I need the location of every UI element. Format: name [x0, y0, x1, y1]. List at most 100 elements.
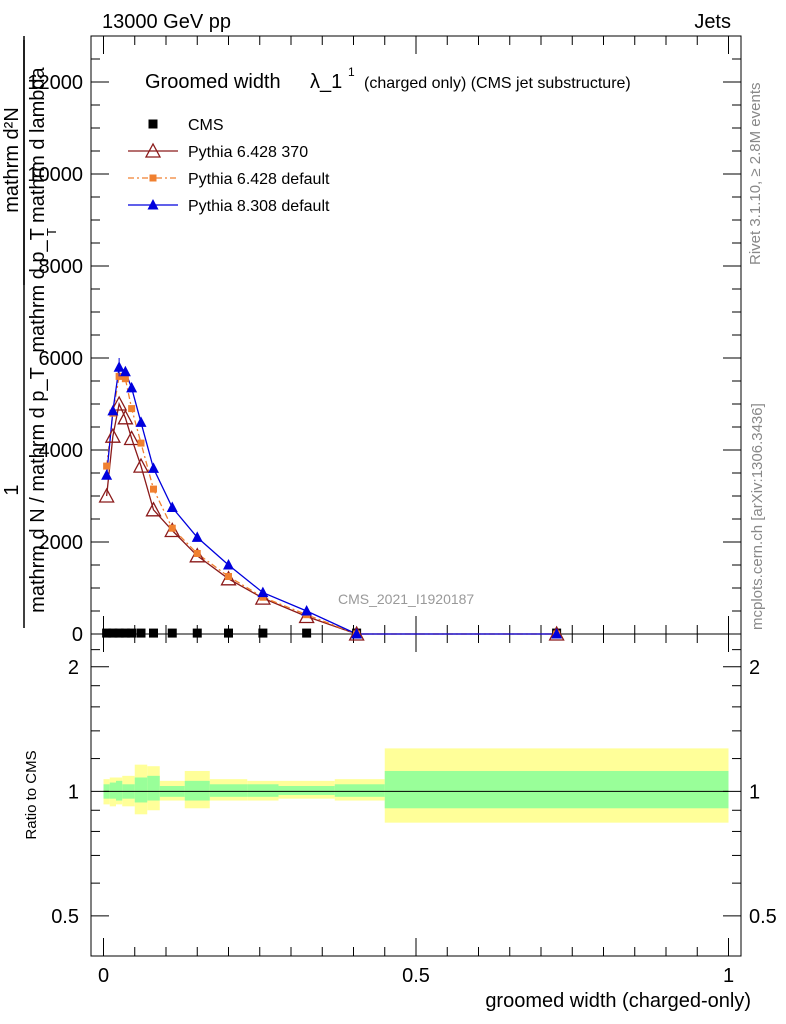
- x-tick-label: 0: [98, 965, 109, 987]
- legend-marker: [149, 174, 157, 182]
- series-point-3: [107, 404, 119, 416]
- title-note: (charged only) (CMS jet substructure): [364, 75, 631, 92]
- plot-title: Groomed width λ_1 1 (charged only) (CMS …: [145, 65, 631, 93]
- ylabel-outer-num: 1: [1, 484, 23, 495]
- series-point-3: [257, 586, 269, 598]
- series-point-2: [137, 439, 145, 447]
- series-line-1: [105, 401, 557, 635]
- legend-label: CMS: [188, 117, 224, 134]
- series-point-1: [117, 409, 134, 425]
- main-axis-ticks: 0 2000 4000 6000 8000 10000 12000: [27, 35, 741, 652]
- series-point-3: [148, 462, 159, 473]
- series-point-1: [98, 487, 115, 503]
- ratio-y-tick-label: 1: [68, 781, 79, 803]
- series-point-1: [145, 501, 162, 517]
- ratio-band-inner: [109, 782, 116, 799]
- legend-label: Pythia 6.428 default: [188, 171, 330, 188]
- series-point-3: [301, 605, 313, 616]
- ratio-band-inner: [334, 784, 385, 797]
- series-point-2: [193, 550, 201, 557]
- category-label: Jets: [694, 11, 731, 33]
- ratio-band-inner: [134, 777, 148, 803]
- series-point-0: [167, 628, 177, 638]
- ratio-uncertainty-bands: [103, 748, 729, 823]
- title-symbol: λ_1: [310, 71, 342, 93]
- series-point-1: [104, 427, 121, 443]
- series-point-0: [136, 628, 146, 638]
- legend-label: Pythia 8.308 default: [188, 198, 330, 215]
- series-point-3: [126, 381, 138, 393]
- ratio-y-tick-label-right: 2: [749, 657, 760, 679]
- ratio-band-inner: [209, 784, 248, 797]
- x-tick-label: 1: [723, 965, 734, 987]
- y-axis-title: 1 mathrm d N / mathrm d p_T mathrm d²N m…: [1, 36, 59, 628]
- analysis-watermark: CMS_2021_I1920187: [338, 591, 474, 607]
- series-point-0: [149, 628, 158, 638]
- series-point-2: [121, 375, 129, 383]
- title-superscript: 1: [348, 65, 355, 79]
- ratio-band-inner: [116, 780, 123, 801]
- y-tick-label: 12000: [27, 72, 83, 94]
- rivet-label: Rivet 3.1.10, ≥ 2.8M events: [747, 83, 764, 266]
- mcplots-label: mcplots.cern.ch [arXiv:1306.3436]: [749, 403, 766, 630]
- series-point-3: [119, 365, 131, 377]
- y-tick-label: 0: [72, 624, 83, 646]
- series-point-0: [114, 628, 124, 638]
- ratio-ylabel: Ratio to CMS: [23, 750, 40, 839]
- ratio-band-inner: [247, 784, 279, 797]
- series-point-0: [102, 628, 112, 638]
- y-tick-label: 10000: [27, 164, 83, 186]
- series-point-0: [120, 628, 130, 638]
- series-lines: [105, 366, 557, 635]
- series-point-2: [103, 462, 111, 470]
- series-line-3: [105, 366, 557, 635]
- series-point-3: [135, 416, 147, 427]
- series-point-1: [132, 457, 150, 473]
- y-tick-label: 8000: [39, 256, 84, 278]
- legend-label: Pythia 6.428 370: [188, 144, 308, 161]
- series-point-0: [258, 628, 268, 638]
- series-point-2: [259, 593, 267, 601]
- energy-label: 13000 GeV pp: [102, 11, 231, 33]
- ylabel-outer-den: mathrm d N / mathrm d p_T: [27, 367, 49, 613]
- series-point-3: [551, 628, 563, 639]
- y-tick-label: 4000: [39, 440, 84, 462]
- title-main: Groomed width: [145, 71, 281, 93]
- series-point-0: [302, 628, 312, 638]
- series-point-1: [111, 395, 128, 411]
- ratio-band-inner: [184, 780, 210, 801]
- series-line-2: [105, 375, 557, 635]
- ylabel-subscript: T: [44, 228, 59, 236]
- series-point-3: [101, 469, 113, 480]
- y-tick-label: 6000: [39, 348, 84, 370]
- x-axis-title: groomed width (charged-only): [485, 990, 751, 1012]
- series-markers: [98, 358, 565, 641]
- y-tick-label: 2000: [39, 532, 84, 554]
- series-point-0: [127, 628, 137, 638]
- ratio-band-inner: [278, 786, 335, 795]
- ratio-band-inner: [147, 775, 160, 801]
- series-point-0: [192, 628, 202, 638]
- legend-marker: [148, 119, 158, 129]
- series-point-1: [123, 430, 140, 446]
- ratio-y-tick-label-right: 1: [749, 781, 760, 803]
- ratio-y-tick-label: 2: [68, 657, 79, 679]
- series-point-2: [150, 485, 157, 493]
- x-tick-label: 0.5: [402, 965, 430, 987]
- legend: CMS Pythia 6.428 370 Pythia 6.428 default P…: [128, 117, 330, 215]
- ylabel-den: mathrm d p_T mathrm d lambda: [27, 66, 49, 352]
- legend-marker: [144, 142, 162, 158]
- ratio-axis-ticks: 0 0.5 1 0.5 0.5 1 1 2 2: [51, 649, 777, 987]
- ylabel-num: mathrm d²N: [1, 107, 23, 213]
- series-point-2: [128, 405, 136, 413]
- legend-marker: [147, 199, 159, 210]
- series-point-3: [191, 531, 203, 542]
- series-point-3: [223, 559, 234, 570]
- ratio-band-inner: [384, 770, 729, 809]
- ratio-y-tick-label-right: 0.5: [749, 906, 777, 928]
- ratio-y-tick-label: 0.5: [51, 906, 79, 928]
- series-point-0: [224, 628, 233, 638]
- series-point-3: [351, 628, 363, 639]
- series-point-2: [225, 573, 232, 580]
